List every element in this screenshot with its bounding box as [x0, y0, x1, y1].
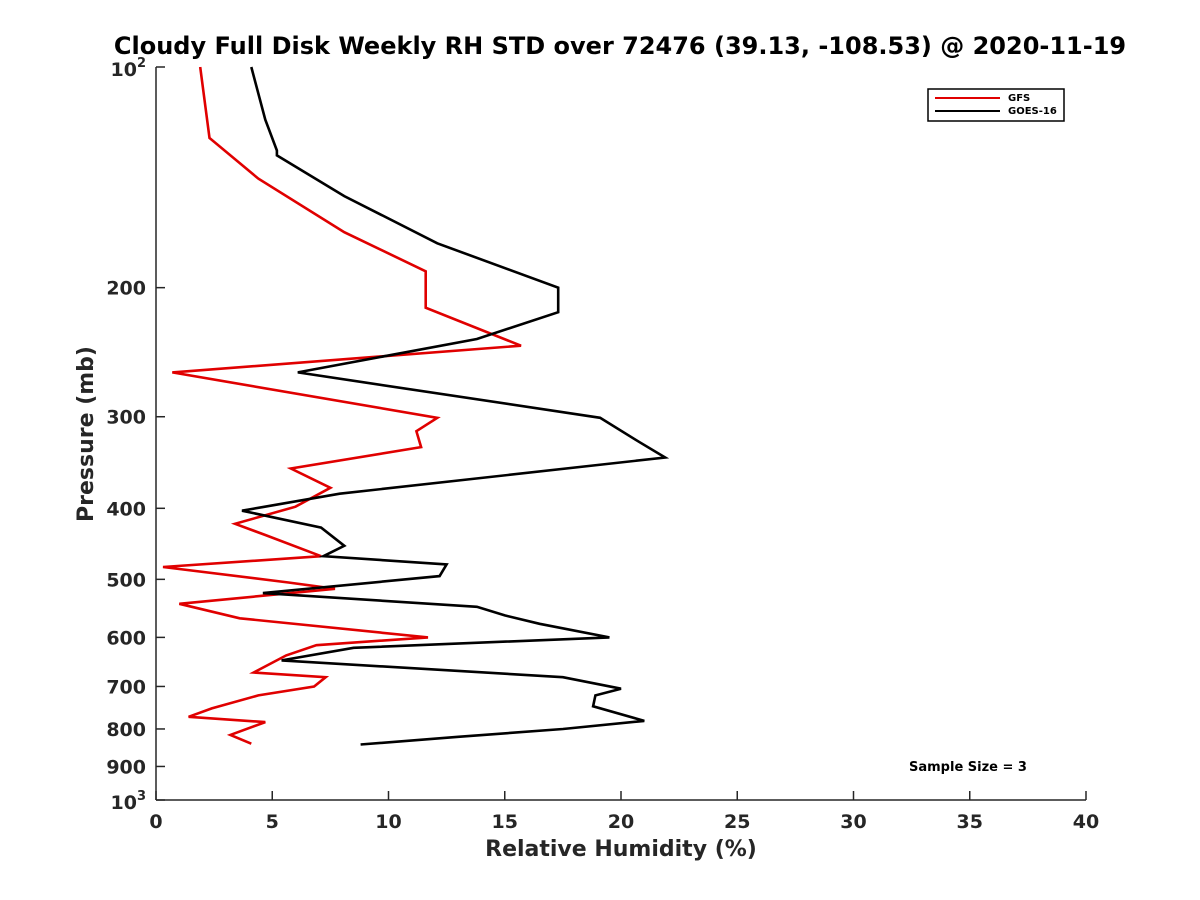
legend-box	[927, 88, 1065, 122]
series-line-goes16	[241, 66, 670, 746]
y-tick-label: 700	[106, 676, 146, 698]
x-tick-label: 10	[375, 811, 401, 833]
y-tick-label-base: 10	[111, 59, 137, 81]
x-tick-label: 25	[724, 811, 750, 833]
chart-title: Cloudy Full Disk Weekly RH STD over 7247…	[114, 32, 1126, 60]
legend: GFS GOES-16	[927, 88, 1065, 122]
x-ticks: 0 5 10 15 20 25 30 35 40	[149, 791, 1099, 833]
y-tick-label: 500	[106, 569, 146, 591]
plot-frame	[156, 67, 1086, 800]
y-tick-label-exponent: 2	[137, 56, 146, 71]
x-tick-label: 40	[1073, 811, 1099, 833]
y-tick-label: 300	[106, 407, 146, 429]
series-line-gfs	[162, 66, 522, 745]
y-tick-label: 102	[111, 56, 147, 81]
y-tick-label-exponent: 3	[137, 789, 146, 804]
y-tick-label: 200	[106, 278, 146, 300]
legend-label-goes16: GOES-16	[1008, 106, 1057, 117]
y-axis-label: Pressure (mb)	[74, 346, 99, 522]
x-tick-label: 5	[266, 811, 279, 833]
sample-size-annotation: Sample Size = 3	[909, 760, 1027, 775]
series-layer	[162, 66, 670, 746]
y-tick-label-base: 10	[111, 792, 137, 814]
x-tick-label: 20	[608, 811, 634, 833]
x-tick-label: 0	[149, 811, 162, 833]
x-axis-label: Relative Humidity (%)	[485, 837, 757, 862]
x-tick-label: 30	[840, 811, 866, 833]
y-tick-label: 600	[106, 627, 146, 649]
y-tick-label: 400	[106, 498, 146, 520]
legend-label-gfs: GFS	[1008, 93, 1030, 104]
y-tick-label: 800	[106, 719, 146, 741]
y-tick-label: 900	[106, 756, 146, 778]
plot-area: 0 5 10 15 20 25 30 35 40 10220030040050060070080…	[106, 56, 1099, 833]
x-tick-label: 35	[957, 811, 983, 833]
y-tick-label: 103	[111, 789, 147, 814]
x-tick-label: 15	[492, 811, 518, 833]
